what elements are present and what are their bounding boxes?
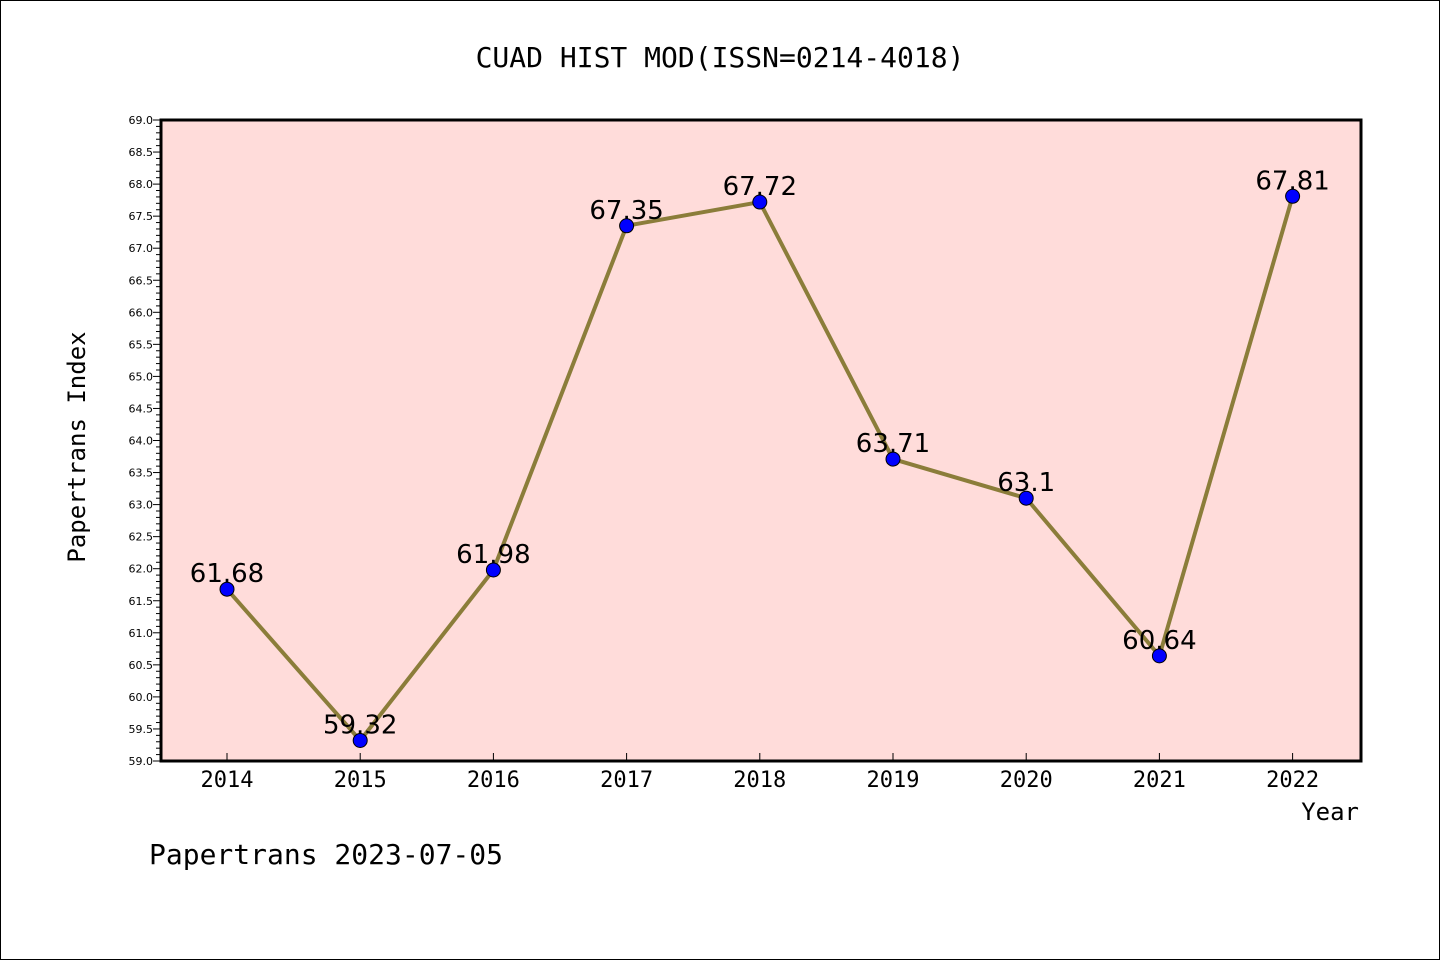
x-axis-label: Year <box>1301 798 1359 826</box>
x-tick-label: 2020 <box>1000 768 1053 793</box>
x-tick-label: 2022 <box>1266 768 1319 793</box>
data-point <box>219 581 235 597</box>
data-label-layer: 61.68 59.32 61.98 67.35 67.72 63.71 63.1 60.64 6… <box>190 166 1330 740</box>
y-tick-label: 61.0 <box>129 627 154 640</box>
data-label: 63.1 <box>997 468 1055 498</box>
y-tick-label: 67.5 <box>129 210 154 223</box>
y-tick-label: 69.0 <box>129 114 154 127</box>
data-point <box>1018 490 1034 506</box>
y-tick-label: 64.0 <box>129 435 154 448</box>
x-tick-label: 2015 <box>334 768 387 793</box>
y-tick-label: 60.5 <box>129 659 154 672</box>
y-tick-label: 59.0 <box>129 755 154 768</box>
x-tick-label: 2018 <box>733 768 786 793</box>
y-tick-label: 63.5 <box>129 467 154 480</box>
y-tick-label: 66.0 <box>129 306 154 319</box>
data-label: 67.35 <box>589 196 663 226</box>
data-label: 67.81 <box>1255 166 1329 196</box>
y-tick-label: 65.0 <box>129 370 154 383</box>
y-tick-label: 59.5 <box>129 723 154 736</box>
y-tick-label: 61.5 <box>129 595 154 608</box>
data-label: 63.71 <box>856 429 930 459</box>
data-label: 59.32 <box>323 710 397 740</box>
plot-area <box>161 120 1361 761</box>
data-point <box>1285 188 1301 204</box>
y-tick-label: 68.5 <box>129 146 154 159</box>
data-point <box>619 218 635 234</box>
x-axis: 2014 2015 2016 2017 2018 2019 2020 2021 2022 <box>201 753 1319 793</box>
data-label: 61.68 <box>190 559 264 589</box>
y-axis-label: Papertrans Index <box>63 331 91 562</box>
plot-border <box>159 118 1363 763</box>
data-point <box>352 732 368 748</box>
footer-text: Papertrans 2023-07-05 <box>149 838 503 871</box>
y-tick-label: 63.0 <box>129 499 154 512</box>
y-tick-label: 65.5 <box>129 338 154 351</box>
x-tick-label: 2016 <box>467 768 520 793</box>
y-tick-label: 60.0 <box>129 691 154 704</box>
data-point <box>752 194 768 210</box>
y-tick-label: 64.5 <box>129 402 154 415</box>
y-tick-label: 62.5 <box>129 531 154 544</box>
data-point <box>885 451 901 467</box>
data-point <box>485 562 501 578</box>
y-tick-label: 66.5 <box>129 274 154 287</box>
data-point <box>1151 648 1167 664</box>
y-tick-label: 62.0 <box>129 563 154 576</box>
x-tick-label: 2017 <box>600 768 653 793</box>
data-label: 60.64 <box>1122 626 1196 656</box>
data-label: 61.98 <box>456 540 530 570</box>
y-axis: 59.0 59.5 60.0 60.5 61.0 61.5 62.0 62.5 63.0 63.5… <box>129 114 161 768</box>
y-tick-label: 67.0 <box>129 242 154 255</box>
x-tick-label: 2019 <box>867 768 920 793</box>
x-tick-label: 2014 <box>201 768 254 793</box>
chart-title: CUAD HIST MOD(ISSN=0214-4018) <box>476 41 965 74</box>
y-tick-label: 68.0 <box>129 178 154 191</box>
series-layer <box>219 188 1301 748</box>
x-tick-label: 2021 <box>1133 768 1186 793</box>
data-label: 67.72 <box>723 172 797 202</box>
